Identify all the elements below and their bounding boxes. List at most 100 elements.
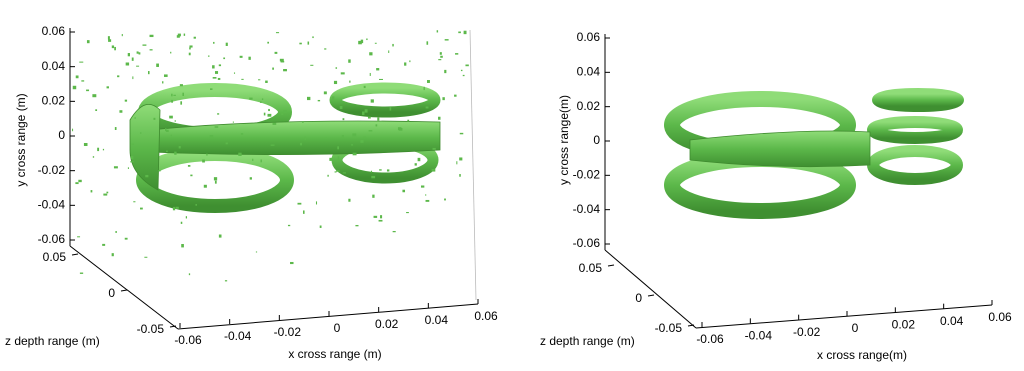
speck	[302, 121, 304, 123]
speck	[379, 78, 383, 80]
speck	[352, 133, 357, 137]
speck	[203, 184, 207, 188]
speck	[78, 179, 82, 183]
speck	[459, 132, 464, 135]
speck	[127, 167, 129, 169]
y-tick-label: 0	[593, 133, 600, 147]
speck	[310, 64, 314, 66]
x-tick-label: 0.04	[425, 313, 449, 327]
speck	[174, 151, 177, 155]
speck	[158, 170, 161, 172]
x-tick-label: -0.02	[274, 325, 302, 339]
speck	[426, 41, 429, 45]
speck	[212, 65, 215, 69]
speck	[306, 96, 311, 101]
speck	[255, 251, 258, 253]
speck	[368, 130, 373, 132]
speck	[77, 236, 81, 238]
speck	[202, 159, 205, 163]
speck	[444, 69, 447, 74]
z-tick	[687, 324, 695, 327]
speck	[114, 46, 116, 51]
z-tick-label: -0.05	[137, 322, 165, 336]
z-tick-label: 0.05	[579, 261, 603, 275]
speck	[107, 36, 110, 40]
x-tick-label: 0.04	[940, 314, 964, 328]
x-tick-label: 0.02	[375, 317, 399, 331]
speck	[75, 75, 79, 79]
speck	[131, 57, 134, 61]
speck	[380, 215, 383, 219]
speck	[133, 201, 136, 203]
speck	[340, 72, 345, 75]
speck	[312, 36, 314, 39]
speck	[79, 61, 84, 63]
speck	[130, 155, 134, 160]
speck	[75, 182, 79, 185]
speck	[442, 97, 445, 101]
x-tick-label: 0.06	[474, 309, 498, 323]
x-tick-label: 0.06	[988, 310, 1012, 324]
speck	[272, 67, 274, 70]
speck	[180, 221, 183, 224]
speck	[223, 57, 226, 60]
speck	[132, 76, 134, 80]
speck	[360, 39, 364, 44]
speck	[165, 128, 167, 132]
speck	[189, 47, 191, 50]
z-axis	[604, 249, 697, 329]
speck	[86, 40, 90, 44]
speck	[121, 33, 123, 37]
speck	[409, 60, 411, 63]
speck	[331, 96, 335, 100]
speck	[172, 206, 176, 211]
speck	[90, 190, 93, 193]
y-tick-label: 0.04	[577, 65, 601, 79]
speck	[218, 64, 222, 67]
speck	[272, 122, 277, 125]
speck	[303, 210, 305, 214]
speck	[402, 189, 406, 193]
speck	[156, 63, 159, 67]
speck	[131, 143, 135, 145]
speck	[281, 113, 284, 115]
speck	[371, 175, 376, 179]
speck	[108, 39, 112, 42]
speck	[177, 33, 181, 37]
speck	[404, 62, 407, 66]
speck	[113, 166, 118, 169]
speck	[439, 52, 442, 55]
z-tick-label: -0.05	[655, 321, 683, 335]
y-tick-label: -0.06	[573, 236, 601, 250]
speck	[280, 60, 285, 63]
speck	[92, 94, 97, 98]
speck	[431, 168, 436, 172]
speck	[92, 156, 95, 158]
speck	[323, 91, 327, 95]
speck	[127, 53, 130, 57]
speck	[136, 65, 140, 67]
y-tick-label: -0.06	[38, 232, 66, 246]
speck	[214, 180, 217, 184]
speck	[106, 191, 109, 194]
speck	[217, 77, 221, 80]
speck	[355, 224, 359, 227]
speck	[364, 109, 368, 113]
z-tick-label: 0	[108, 286, 115, 300]
speck	[163, 74, 168, 77]
speck	[307, 41, 310, 45]
speck	[180, 101, 183, 105]
speck	[117, 75, 120, 78]
speck	[233, 72, 236, 74]
speck	[130, 161, 134, 163]
speck	[213, 41, 215, 44]
speck	[392, 43, 394, 47]
speck	[260, 159, 262, 163]
speck	[351, 144, 354, 146]
speck	[263, 112, 266, 116]
x-tick-label: -0.04	[745, 329, 773, 343]
speck	[333, 80, 338, 85]
speck	[142, 44, 147, 46]
speck	[206, 153, 208, 156]
x-tick-label: -0.04	[224, 329, 252, 343]
